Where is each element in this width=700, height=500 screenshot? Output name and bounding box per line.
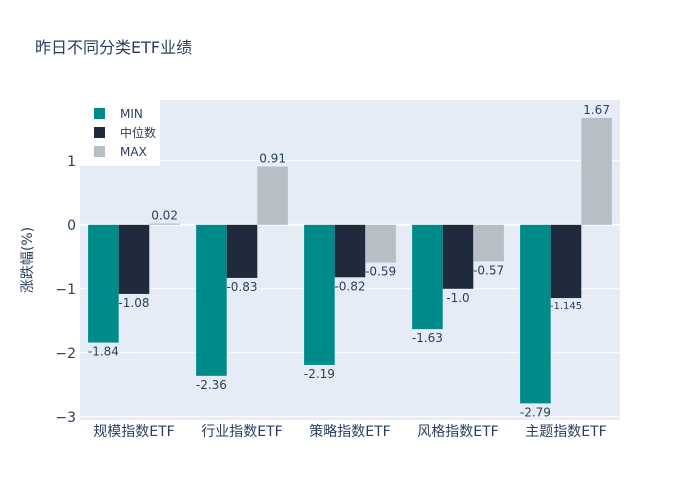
- bar-min[interactable]: [196, 224, 227, 376]
- y-axis-ticks: 1 0 −1 −2 −3: [55, 154, 76, 426]
- data-label: -0.83: [226, 280, 257, 294]
- legend-swatch[interactable]: [94, 146, 105, 157]
- x-tick-label: 规模指数ETF: [93, 424, 174, 440]
- y-tick-label: −2: [55, 346, 76, 362]
- bar-max[interactable]: [149, 223, 180, 225]
- data-label: -2.19: [304, 367, 335, 381]
- x-tick-label: 风格指数ETF: [417, 424, 498, 440]
- bar-max[interactable]: [473, 224, 504, 262]
- bar-中位数[interactable]: [226, 224, 258, 278]
- y-tick-label: 1: [67, 154, 76, 170]
- data-label: -0.82: [334, 279, 365, 293]
- bar-min[interactable]: [304, 224, 335, 365]
- data-label: -1.84: [88, 345, 119, 359]
- data-label: -0.57: [473, 263, 504, 277]
- data-label: -1.0: [446, 291, 469, 305]
- legend-label[interactable]: MAX: [120, 145, 147, 159]
- data-label: 1.67: [583, 103, 610, 117]
- x-tick-label: 主题指数ETF: [525, 424, 606, 440]
- bar-max[interactable]: [365, 224, 396, 263]
- bar-min[interactable]: [88, 224, 119, 343]
- y-tick-label: −1: [55, 282, 76, 298]
- bar-min[interactable]: [412, 224, 443, 330]
- bar-中位数[interactable]: [118, 224, 150, 294]
- bar-中位数[interactable]: [442, 224, 474, 289]
- bar-中位数[interactable]: [550, 224, 582, 299]
- legend-box: [80, 100, 160, 166]
- legend-label[interactable]: MIN: [120, 107, 143, 121]
- y-tick-label: −3: [55, 410, 76, 426]
- data-label: 0.91: [259, 152, 286, 166]
- data-label: -1.145: [550, 301, 582, 312]
- x-tick-label: 行业指数ETF: [201, 424, 282, 440]
- legend-swatch[interactable]: [94, 127, 105, 138]
- bar-max[interactable]: [581, 117, 612, 225]
- bar-min[interactable]: [520, 224, 551, 404]
- data-label: -2.79: [520, 405, 551, 419]
- bar-中位数[interactable]: [334, 224, 366, 278]
- data-label: -0.59: [365, 265, 396, 279]
- y-tick-label: 0: [67, 218, 76, 234]
- legend-swatch[interactable]: [94, 108, 105, 119]
- bars: [88, 117, 612, 404]
- data-label: -1.08: [118, 296, 149, 310]
- data-label: 0.02: [151, 209, 178, 223]
- data-label: -2.36: [196, 378, 227, 392]
- bar-max[interactable]: [257, 166, 288, 225]
- chart-title: 昨日不同分类ETF业绩: [35, 38, 193, 57]
- data-labels: -1.84-1.080.02-2.36-0.830.91-2.19-0.82-0…: [88, 103, 610, 419]
- x-axis-ticks: 规模指数ETF 行业指数ETF 策略指数ETF 风格指数ETF 主题指数ETF: [93, 423, 606, 440]
- y-axis-label: 涨跌幅(%): [20, 227, 36, 293]
- x-tick-label: 策略指数ETF: [309, 423, 390, 440]
- legend[interactable]: MIN 中位数 MAX: [80, 100, 160, 166]
- data-label: -1.63: [412, 331, 443, 345]
- legend-label[interactable]: 中位数: [120, 125, 156, 140]
